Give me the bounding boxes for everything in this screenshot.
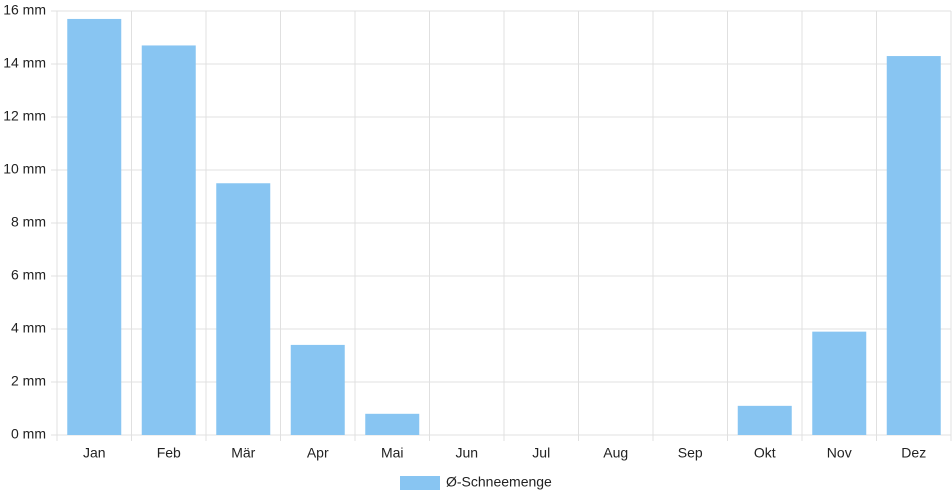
bar [141, 45, 196, 435]
x-tick-label: Mär [231, 445, 255, 461]
y-tick-label: 4 mm [11, 320, 46, 336]
x-tick-label: Nov [827, 445, 852, 461]
bar [737, 405, 792, 435]
legend-swatch [400, 476, 440, 490]
bar [365, 413, 420, 435]
x-tick-label: Jul [532, 445, 550, 461]
x-tick-label: Jan [83, 445, 106, 461]
x-tick-label: Okt [754, 445, 776, 461]
bar [67, 18, 122, 435]
bar [886, 56, 941, 436]
y-tick-label: 10 mm [3, 161, 46, 177]
y-tick-label: 6 mm [11, 267, 46, 283]
x-tick-label: Dez [901, 445, 926, 461]
x-tick-label: Apr [307, 445, 329, 461]
y-tick-label: 12 mm [3, 108, 46, 124]
x-tick-label: Sep [678, 445, 703, 461]
x-tick-label: Feb [157, 445, 181, 461]
y-tick-label: 0 mm [11, 426, 46, 442]
y-tick-label: 14 mm [3, 55, 46, 71]
x-tick-label: Mai [381, 445, 404, 461]
bar [290, 344, 345, 435]
x-tick-label: Jun [455, 445, 478, 461]
y-tick-label: 16 mm [3, 2, 46, 18]
y-tick-label: 2 mm [11, 373, 46, 389]
x-tick-label: Aug [603, 445, 628, 461]
y-tick-label: 8 mm [11, 214, 46, 230]
legend-label: Ø-Schneemenge [446, 474, 552, 490]
bar [216, 183, 271, 435]
bar [812, 331, 867, 435]
